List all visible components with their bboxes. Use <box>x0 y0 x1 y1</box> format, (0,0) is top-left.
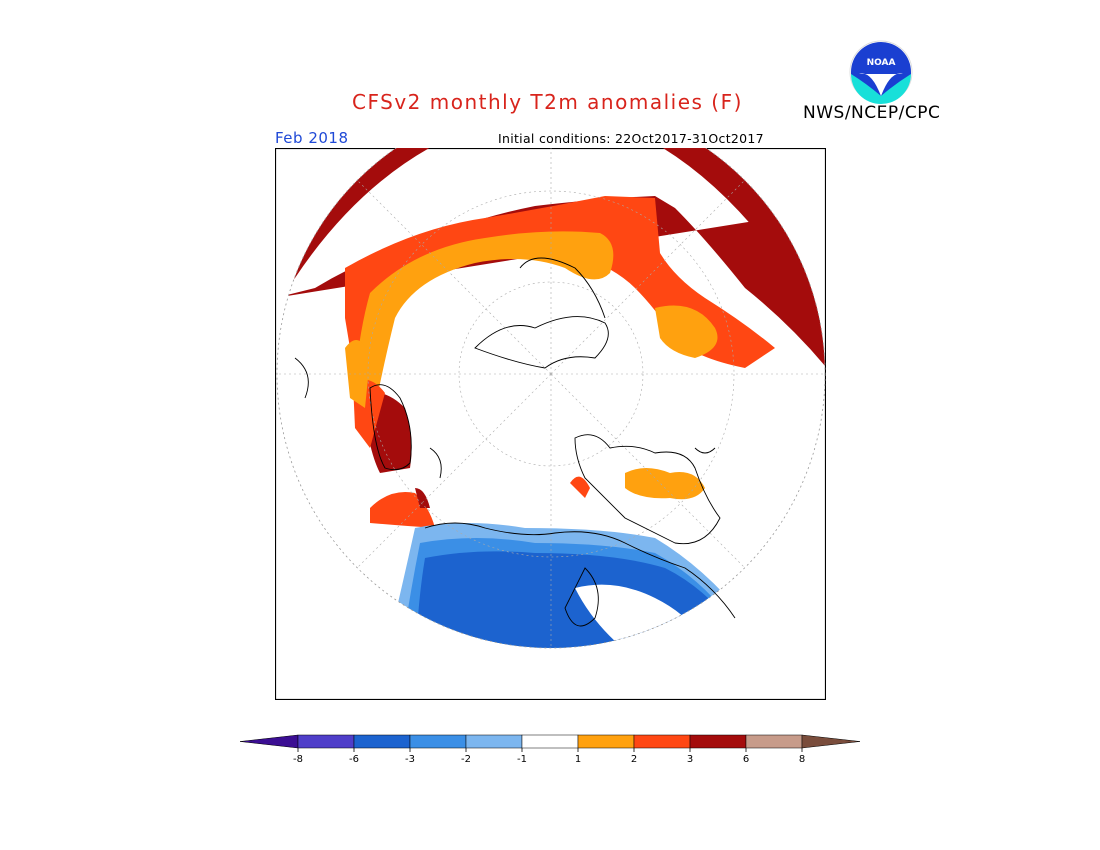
colorbar-swatch <box>353 734 411 749</box>
colorbar-tick-label: -2 <box>461 754 471 765</box>
anomaly-region-orange <box>345 340 370 408</box>
colorbar-tick-label: -6 <box>349 754 359 765</box>
colorbar-tick-label: 2 <box>631 754 637 765</box>
colorbar-swatch <box>297 734 355 749</box>
anomaly-region-red <box>570 476 590 498</box>
initial-conditions-label: Initial conditions: 22Oct2017-31Oct2017 <box>498 131 764 146</box>
anomaly-region-red <box>345 196 775 378</box>
colorbar-tick-label: 1 <box>575 754 581 765</box>
anomaly-region-darkred <box>277 148 825 348</box>
anomaly-region-orange <box>355 231 614 408</box>
colorbar-tick-label: -8 <box>293 754 303 765</box>
colorbar-swatch <box>745 734 803 749</box>
polar-anomaly-map <box>275 148 826 700</box>
colorbar-tick-label: 3 <box>687 754 693 765</box>
colorbar-swatch <box>465 734 523 749</box>
projection-boundary <box>276 148 826 649</box>
agency-label: NWS/NCEP/CPC <box>803 103 941 123</box>
colorbar-tick-label: 8 <box>799 754 805 765</box>
colorbar-tick-label: 6 <box>743 754 749 765</box>
colorbar: -8 -6 -3 -2 -1 1 2 3 6 8 <box>239 734 861 765</box>
coastlines <box>294 257 736 627</box>
logo-text: NOAA <box>867 58 896 68</box>
anomaly-region-orange <box>655 305 718 358</box>
colorbar-swatch <box>689 734 747 749</box>
map-title: CFSv2 monthly T2m anomalies (F) <box>352 90 743 114</box>
noaa-logo: NOAA <box>849 40 913 104</box>
colorbar-swatch <box>801 734 861 749</box>
anomaly-region-orange <box>625 468 705 500</box>
colorbar-swatch <box>521 734 579 749</box>
colorbar-tick-label: -3 <box>405 754 415 765</box>
graticule-lines <box>277 148 825 648</box>
colorbar-swatch <box>239 734 299 749</box>
anomaly-field <box>277 148 825 648</box>
colorbar-swatch <box>633 734 691 749</box>
colorbar-swatch <box>577 734 635 749</box>
colorbar-swatch <box>409 734 467 749</box>
anomaly-region-darkred <box>415 488 430 508</box>
valid-period-label: Feb 2018 <box>275 129 349 147</box>
anomaly-region-darkblue <box>415 551 735 648</box>
colorbar-tick-label: -1 <box>517 754 527 765</box>
